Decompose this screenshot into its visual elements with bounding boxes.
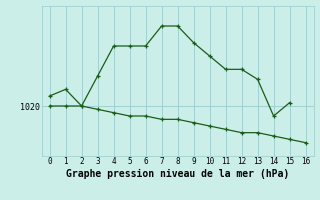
X-axis label: Graphe pression niveau de la mer (hPa): Graphe pression niveau de la mer (hPa) [66,169,289,179]
